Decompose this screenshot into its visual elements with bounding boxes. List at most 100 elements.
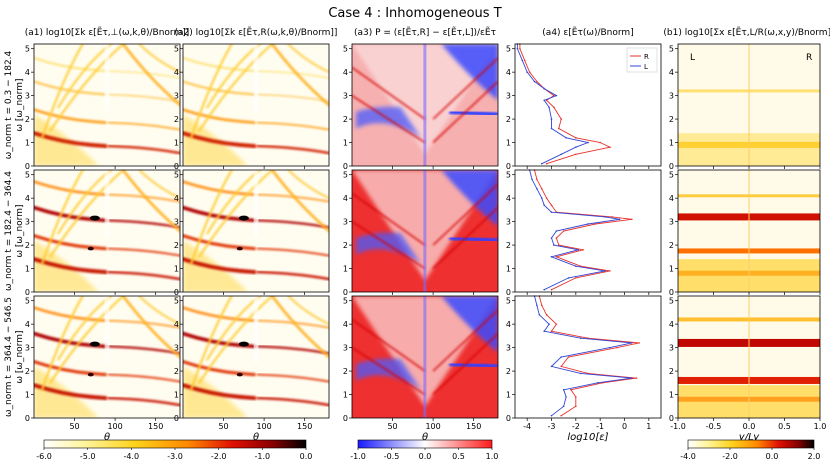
ytick-label: 1 [25, 265, 30, 274]
heatmap-band [432, 57, 498, 120]
xtick-label: 50 [69, 422, 79, 431]
frame-a2 [182, 169, 330, 293]
heatmap-band [34, 306, 107, 322]
frame-a1 [33, 295, 181, 419]
hot-spot [238, 341, 249, 347]
heatmap-band [190, 44, 233, 139]
data-point-R [575, 405, 577, 408]
heatmap-band [183, 383, 257, 401]
data-point-L [540, 197, 543, 199]
ytick-label: 3 [506, 344, 511, 353]
ytick-label: 3 [25, 92, 30, 101]
annotation-left: L [690, 53, 695, 63]
data-point-L [587, 141, 589, 144]
axes-b1-row3: 0 1 2 3 4 5 -1.0 -0.5 0.0 0.5 1.0 y/Ly [669, 295, 826, 443]
axes-a2-row3: 0 1 2 3 4 5 50 100 150 θ [174, 295, 330, 443]
heatmap-band [49, 170, 125, 258]
figure-title: Case 4 : Inhomogeneous T [328, 6, 501, 21]
panel-title-a4: (a4) ε[Ẽτ(ω)/Bnorm] [542, 27, 633, 38]
heatmap-seam [423, 296, 427, 418]
heatmap-band [34, 57, 107, 72]
data-point-L [543, 288, 545, 291]
ytick-label: 5 [174, 297, 179, 306]
data-point-L [543, 204, 545, 206]
ytick-label: 4 [669, 194, 674, 203]
x-axis-label-a1: θ [104, 432, 110, 443]
data-point-R [567, 356, 570, 358]
ytick-label: 0 [343, 162, 348, 171]
heatmap-region [441, 296, 498, 353]
ytick-label: 0 [669, 162, 674, 171]
data-point-L [577, 248, 580, 251]
heatmap-band [352, 66, 426, 120]
xtick-label: 1 [646, 422, 651, 431]
axes-a4-row3: 0 1 2 3 4 5 -4 -3 -2 -1 0 1 log10[ε] [506, 295, 662, 443]
xtick-label: -4 [523, 422, 531, 431]
heatmap-band [270, 170, 329, 233]
data-point-L [533, 80, 536, 83]
legend-box [626, 47, 658, 73]
axes-a2-row1: 0 1 2 3 4 5 [174, 43, 330, 171]
heatmap-band [432, 183, 498, 246]
heatmap-band [183, 108, 256, 124]
heatmap-region [356, 106, 421, 138]
ytick-label: 2 [506, 241, 511, 250]
data-point-L [560, 153, 563, 156]
colorbar-tick-label: -0.5 [384, 452, 400, 461]
legend: RL [626, 47, 658, 73]
frame-a1 [33, 169, 181, 293]
data-point-L [562, 389, 565, 391]
heatmap-band [432, 309, 498, 372]
data-point-L [536, 187, 538, 190]
data-point-L [521, 59, 524, 62]
heatmap-a1-row2 [34, 170, 180, 292]
axes-a1-row1: 0 1 2 3 4 5 [25, 43, 181, 171]
ytick-label: 2 [174, 241, 179, 250]
heatmap-band [432, 206, 498, 270]
data-point-L [555, 94, 558, 97]
data-point-L [531, 178, 533, 181]
ytick-label: 2 [343, 241, 348, 250]
ytick-label: 0 [506, 288, 511, 297]
colorbar-tick-label: -1.0 [255, 452, 271, 461]
ytick-label: 5 [25, 297, 30, 306]
ytick-label: 4 [669, 320, 674, 329]
heatmap-band [449, 236, 498, 243]
ytick-label: 2 [174, 367, 179, 376]
ytick-label: 1 [174, 391, 179, 400]
heatmap-band [270, 44, 329, 107]
frame-a2 [182, 43, 330, 167]
line-panel-a4-row2 [515, 169, 661, 292]
data-point-R [555, 256, 558, 258]
y-axis-label-2: ω [ω_norm] [15, 205, 25, 258]
data-point-L [516, 47, 519, 50]
data-point-L [609, 346, 611, 349]
heatmap-band [34, 383, 108, 401]
heatmap-band [190, 296, 233, 391]
data-point-L [579, 372, 582, 375]
axes-a3-row1: 0 1 2 3 4 5 [343, 43, 499, 171]
heatmap-band [183, 180, 256, 196]
heatmap-gap [104, 44, 110, 112]
plot-bg [515, 296, 661, 418]
ytick-label: 1 [343, 391, 348, 400]
data-point-L [567, 277, 570, 279]
data-point-R [635, 377, 638, 379]
frame-a1 [33, 43, 181, 167]
ytick-label: 5 [343, 171, 348, 180]
heatmap-band [41, 296, 84, 391]
ytick-label: 3 [506, 218, 511, 227]
ytick-label: 1 [25, 139, 30, 148]
data-point-R [575, 396, 577, 398]
hot-spot [87, 246, 94, 251]
data-point-R [545, 197, 548, 199]
data-point-L [562, 405, 565, 408]
legend-label-L: L [644, 63, 648, 71]
data-point-L [550, 118, 553, 120]
ytick-label: 5 [506, 297, 511, 306]
ytick-label: 1 [669, 139, 674, 148]
frame-a3 [351, 43, 499, 167]
data-point-L [631, 342, 633, 344]
colorbar-tick-label: 0.5 [452, 452, 465, 461]
